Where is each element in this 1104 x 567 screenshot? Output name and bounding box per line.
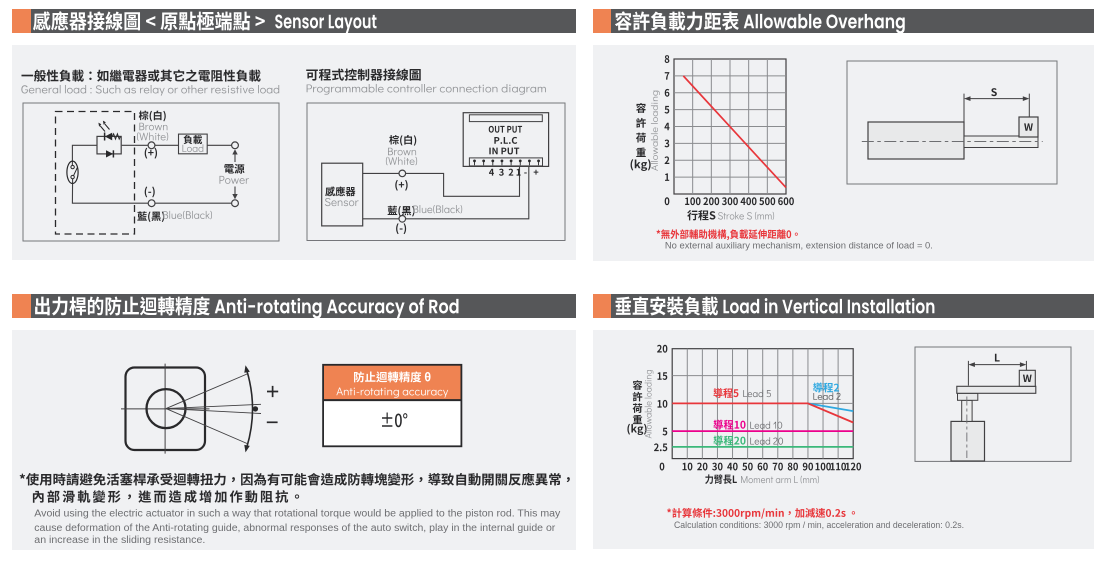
svg-text:an increase in the sliding res: an increase in the sliding resistance. (34, 535, 205, 546)
svg-text:No external auxiliary mechanis: No external auxiliary mechanism, extensi… (665, 240, 933, 251)
svg-text:Calculation conditions: 3000 r: Calculation conditions: 3000 rpm / min, … (674, 520, 964, 531)
svg-text:cause deformation of the Anti-: cause deformation of the Anti-rotating g… (34, 523, 556, 534)
svg-text:Avoid using the electric actua: Avoid using the electric actuator in suc… (34, 509, 560, 520)
